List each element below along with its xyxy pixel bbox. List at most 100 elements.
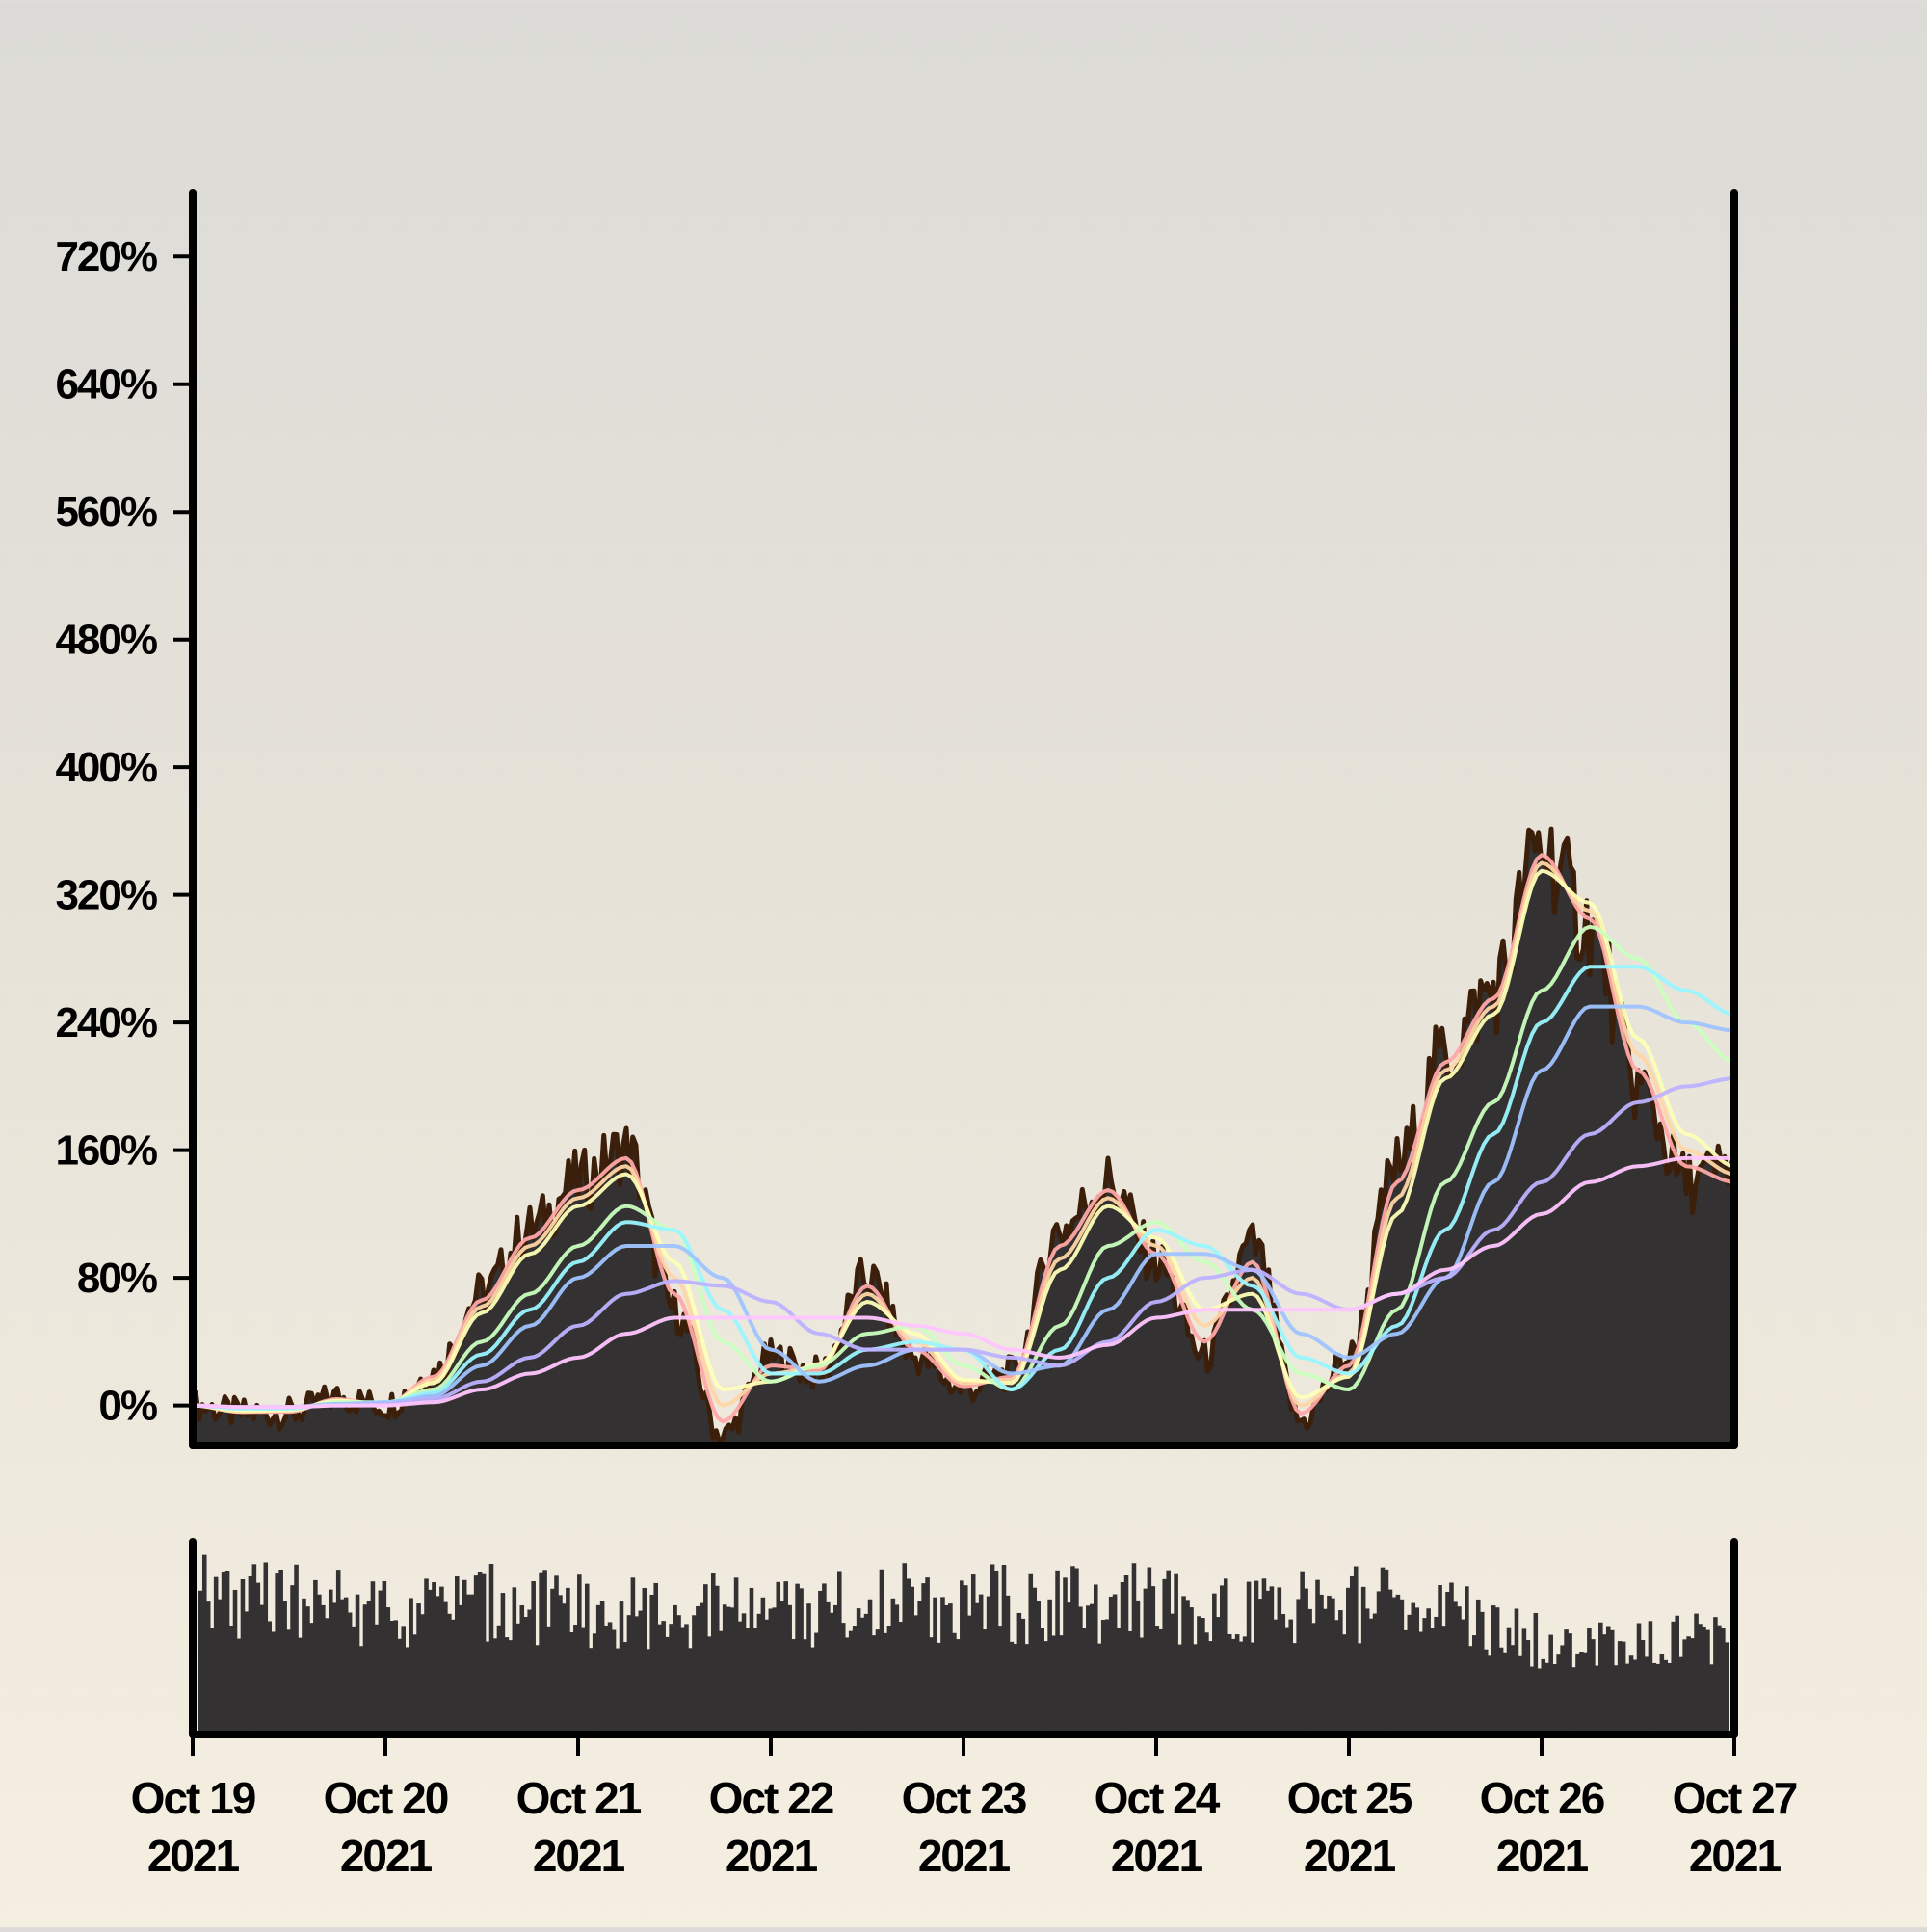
volume-bar <box>722 1604 727 1734</box>
volume-bar <box>1705 1629 1710 1734</box>
volume-bar <box>1074 1568 1079 1734</box>
volume-bar <box>436 1596 440 1734</box>
volume-bar <box>1201 1618 1205 1734</box>
volume-bar <box>1277 1587 1282 1734</box>
volume-bar <box>1304 1588 1308 1734</box>
volume-bar <box>1170 1613 1175 1734</box>
volume-bar <box>1090 1603 1095 1734</box>
volume-bar <box>933 1597 937 1734</box>
volume-bar <box>1552 1664 1557 1734</box>
volume-bar <box>615 1648 620 1734</box>
volume-bar <box>1032 1587 1038 1734</box>
volume-bar <box>703 1584 708 1734</box>
volume-bar <box>1127 1630 1133 1734</box>
volume-bar <box>1319 1594 1324 1734</box>
volume-bar <box>787 1604 792 1734</box>
volume-bar <box>1070 1566 1075 1734</box>
volume-bar <box>1601 1634 1607 1734</box>
volume-bar <box>634 1616 640 1734</box>
volume-bar <box>1177 1644 1182 1734</box>
volume-bar <box>1346 1587 1351 1734</box>
volume-bar <box>1518 1655 1523 1734</box>
volume-bar <box>917 1601 922 1734</box>
volume-bar <box>1387 1589 1393 1734</box>
volume-bar <box>978 1594 984 1734</box>
x-tick-year-label: 2021 <box>147 1831 240 1881</box>
volume-bar <box>1617 1641 1623 1734</box>
volume-bar <box>1116 1628 1122 1734</box>
volume-bar <box>1104 1619 1110 1734</box>
volume-bar <box>729 1607 735 1734</box>
volume-bar <box>1020 1618 1026 1734</box>
volume-bar <box>1609 1629 1615 1734</box>
volume-bar <box>405 1647 409 1734</box>
volume-bar <box>676 1615 681 1734</box>
volume-bar <box>1257 1599 1263 1734</box>
volume-bar <box>818 1590 823 1734</box>
volume-bar <box>1659 1654 1665 1734</box>
x-tick-label: Oct 24 <box>1095 1773 1221 1823</box>
volume-bar <box>1644 1656 1650 1734</box>
volume-bar <box>856 1608 861 1734</box>
volume-bar <box>1086 1605 1091 1734</box>
volume-bar <box>1334 1620 1339 1734</box>
volume-bar <box>886 1625 892 1734</box>
volume-bar <box>286 1629 291 1734</box>
volume-bar <box>1327 1595 1332 1734</box>
volume-bar <box>1331 1598 1335 1734</box>
volume-bar <box>1051 1635 1056 1734</box>
volume-bar <box>416 1603 421 1734</box>
volume-bar <box>661 1621 666 1734</box>
volume-bar <box>986 1596 991 1734</box>
volume-bar <box>1024 1644 1030 1734</box>
volume-bar <box>1587 1628 1592 1734</box>
volume-bar <box>1261 1578 1267 1734</box>
volume-bar <box>1123 1575 1129 1734</box>
volume-bar <box>752 1628 758 1734</box>
volume-bar <box>1426 1608 1431 1734</box>
volume-bar <box>1204 1632 1209 1734</box>
volume-bar <box>1246 1581 1252 1734</box>
volume-bar <box>970 1574 976 1734</box>
volume-bar <box>1698 1624 1703 1734</box>
volume-bar <box>1063 1577 1068 1734</box>
volume-bar <box>393 1620 399 1734</box>
volume-bar <box>512 1587 517 1734</box>
volume-bar <box>1047 1599 1052 1734</box>
volume-bar <box>1675 1615 1679 1734</box>
volume-bar <box>1457 1606 1462 1734</box>
volume-bar <box>282 1601 287 1734</box>
volume-bar <box>1525 1640 1531 1734</box>
volume-bar <box>929 1637 934 1734</box>
volume-bar <box>1372 1613 1378 1734</box>
volume-bar <box>302 1598 306 1734</box>
volume-bar <box>1403 1629 1409 1734</box>
volume-bar <box>948 1603 953 1734</box>
volume-bar <box>1461 1619 1465 1734</box>
volume-bar <box>925 1577 930 1734</box>
volume-bar <box>213 1576 219 1734</box>
volume-bar <box>700 1602 704 1734</box>
volume-bar <box>1143 1588 1148 1734</box>
volume-bar <box>764 1619 770 1734</box>
volume-bar <box>741 1613 747 1734</box>
y-tick-label: 480% <box>55 617 156 664</box>
x-tick-year-label: 2021 <box>1111 1831 1203 1881</box>
volume-bar <box>898 1622 904 1734</box>
volume-bar <box>960 1580 964 1734</box>
x-axis: Oct 19 2021 Oct 20 2021 Oct 21 2021 Oct 22 2021… <box>131 1734 1799 1881</box>
volume-bar <box>366 1601 372 1734</box>
volume-bar <box>982 1629 988 1734</box>
volume-bar <box>1181 1596 1186 1734</box>
volume-bar <box>1212 1593 1217 1734</box>
volume-bar <box>890 1598 896 1734</box>
volume-bar <box>451 1619 456 1734</box>
volume-bar <box>1216 1617 1221 1734</box>
volume-bar <box>412 1634 417 1734</box>
volume-bar <box>1694 1613 1699 1734</box>
volume-bar <box>1422 1618 1427 1734</box>
x-tick-label: Oct 27 <box>1673 1773 1797 1823</box>
volume-bar <box>1414 1607 1420 1734</box>
volume-bar <box>469 1594 475 1734</box>
